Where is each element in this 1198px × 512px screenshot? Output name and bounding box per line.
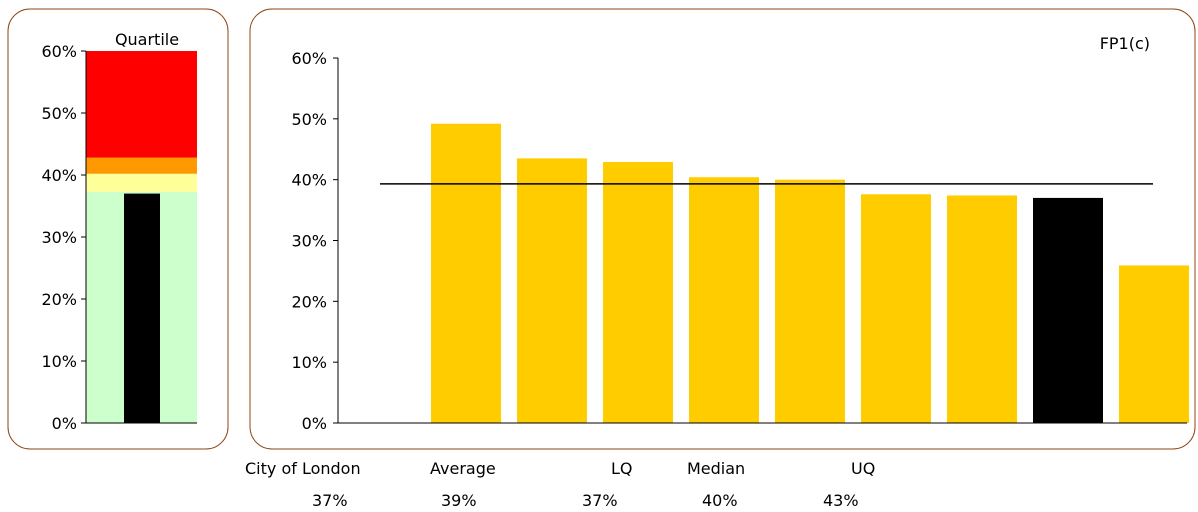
main-panel-frame (249, 8, 1196, 450)
quartile-panel-frame (7, 8, 229, 450)
main-y-axis: 0% 10% 20% 30% 40% 50% 60% (291, 49, 1187, 433)
y-tick-label: 10% (291, 353, 327, 372)
summary-value: 40% (702, 491, 738, 510)
quartile-tick-label: 40% (41, 166, 77, 185)
quartile-y-axis: 0% 10% 20% 30% 40% 50% 60% (41, 42, 197, 433)
quartile-tick-label: 20% (41, 290, 77, 309)
quartile-band-2 (86, 157, 197, 174)
summary-value: 37% (582, 491, 618, 510)
chart-title: FP1(c) (1100, 34, 1150, 53)
bar (861, 194, 931, 423)
y-tick-label: 40% (291, 171, 327, 190)
quartile-tick-label: 50% (41, 104, 77, 123)
quartile-tick-label: 30% (41, 228, 77, 247)
summary-value: 39% (441, 491, 477, 510)
main-bars (431, 123, 1189, 423)
summary-value: 37% (312, 491, 348, 510)
quartile-value-bar (124, 193, 160, 423)
y-tick-label: 30% (291, 232, 327, 251)
bar (1119, 265, 1189, 423)
quartile-tick-label: 10% (41, 352, 77, 371)
bar (947, 195, 1017, 423)
bar (775, 179, 845, 423)
bar (517, 158, 587, 423)
quartile-band-1 (86, 173, 197, 192)
quartile-tick-label: 60% (41, 42, 77, 61)
quartile-title: Quartile (115, 30, 179, 49)
summary-label: Average (430, 459, 496, 478)
y-tick-label: 0% (302, 414, 327, 433)
summary-label: LQ (611, 459, 633, 478)
bar (689, 177, 759, 423)
y-tick-label: 60% (291, 49, 327, 68)
y-tick-label: 20% (291, 292, 327, 311)
quartile-tick-label: 0% (52, 414, 77, 433)
summary-label: City of London (245, 459, 361, 478)
quartile-band-3 (86, 51, 197, 158)
summary-label: UQ (851, 459, 875, 478)
bar (603, 162, 673, 423)
bar (1033, 197, 1103, 423)
y-tick-label: 50% (291, 110, 327, 129)
summary-value: 43% (823, 491, 859, 510)
quartile-bar (124, 193, 160, 423)
summary-table: City of London Average LQ Median UQ 37% 39% 37%… (245, 459, 875, 510)
summary-label: Median (687, 459, 745, 478)
bar (431, 123, 501, 423)
